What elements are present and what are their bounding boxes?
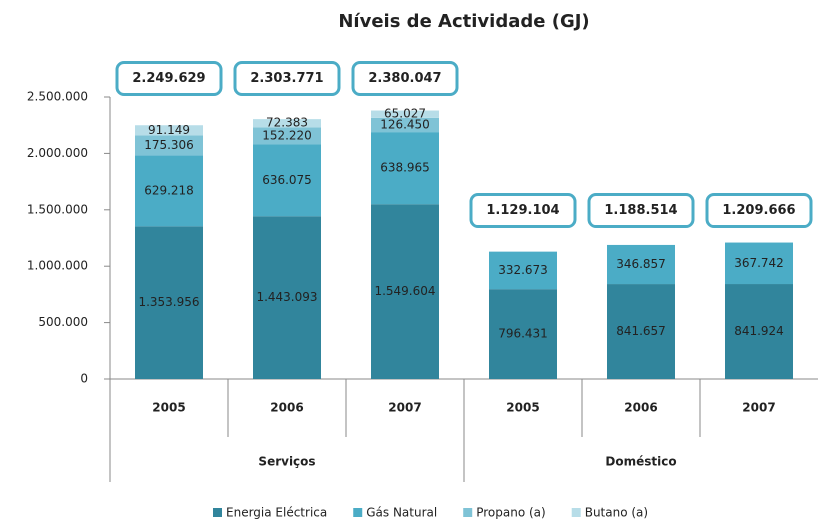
bar-segment xyxy=(253,216,321,379)
value-label: 346.857 xyxy=(616,257,666,271)
bar-segment xyxy=(253,127,321,145)
bar-segment xyxy=(371,110,439,118)
x-tick-label: 2005 xyxy=(506,401,539,415)
x-tick-label: 2006 xyxy=(270,401,303,415)
legend-label: Energia Eléctrica xyxy=(226,506,327,520)
value-label: 1.549.604 xyxy=(374,284,435,298)
y-tick-label: 2.500.000 xyxy=(27,90,88,104)
bar-segment xyxy=(489,289,557,379)
bar-segment xyxy=(135,155,203,227)
total-label: 1.209.666 xyxy=(722,203,795,218)
value-label: 126.450 xyxy=(380,117,430,131)
y-tick-label: 2.000.000 xyxy=(27,146,88,160)
value-label: 367.742 xyxy=(734,256,784,270)
y-tick-label: 1.500.000 xyxy=(27,202,88,216)
value-label: 332.673 xyxy=(498,263,548,277)
x-tick-label: 2006 xyxy=(624,401,657,415)
value-label: 175.306 xyxy=(144,138,194,152)
bar-segment xyxy=(489,251,557,290)
bar-segment xyxy=(371,204,439,379)
bar-segment xyxy=(135,135,203,156)
x-tick-label: 2005 xyxy=(152,401,185,415)
y-tick-label: 0 xyxy=(80,372,88,386)
bar-segment xyxy=(135,226,203,379)
bar-segment xyxy=(253,144,321,217)
value-label: 65.027 xyxy=(384,107,426,121)
y-tick-label: 500.000 xyxy=(38,315,88,329)
group-label: Serviços xyxy=(258,455,315,469)
value-label: 841.924 xyxy=(734,324,784,338)
value-label: 841.657 xyxy=(616,324,666,338)
total-box xyxy=(233,61,341,97)
x-tick-label: 2007 xyxy=(388,401,421,415)
total-box xyxy=(587,193,695,229)
legend-swatch xyxy=(463,508,473,517)
value-label: 152.220 xyxy=(262,128,312,142)
total-box xyxy=(115,61,223,97)
value-label: 796.431 xyxy=(498,327,548,341)
bar-segment xyxy=(607,284,675,379)
total-label: 1.188.514 xyxy=(604,203,677,218)
group-label: Doméstico xyxy=(605,455,676,469)
bar-segment xyxy=(253,119,321,128)
value-label: 91.149 xyxy=(148,123,190,137)
bar-segment xyxy=(371,117,439,133)
total-label: 2.303.771 xyxy=(250,71,323,86)
value-label: 1.353.956 xyxy=(138,295,199,309)
total-box xyxy=(351,61,459,97)
legend-label: Gás Natural xyxy=(366,506,437,520)
bar-segment xyxy=(725,284,793,379)
total-box xyxy=(705,193,813,229)
value-label: 1.443.093 xyxy=(256,290,317,304)
legend-swatch xyxy=(571,508,581,517)
total-label: 2.249.629 xyxy=(132,71,205,86)
legend-swatch xyxy=(213,508,222,517)
total-label: 1.129.104 xyxy=(486,203,559,218)
chart-title: Níveis de Actividade (GJ) xyxy=(338,11,589,32)
bar-segment xyxy=(725,242,793,285)
total-box xyxy=(469,193,577,229)
y-tick-label: 1.000.000 xyxy=(27,259,88,273)
value-label: 629.218 xyxy=(144,183,194,197)
value-label: 636.075 xyxy=(262,173,312,187)
legend-swatch xyxy=(353,508,363,517)
bar-segment xyxy=(371,132,439,205)
bar-segment xyxy=(607,244,675,285)
x-tick-label: 2007 xyxy=(742,401,775,415)
legend-label: Propano (a) xyxy=(476,506,546,520)
total-label: 2.380.047 xyxy=(368,71,441,86)
value-label: 638.965 xyxy=(380,161,430,175)
bar-segment xyxy=(135,125,203,136)
legend-label: Butano (a) xyxy=(585,506,648,520)
value-label: 72.383 xyxy=(266,116,308,130)
